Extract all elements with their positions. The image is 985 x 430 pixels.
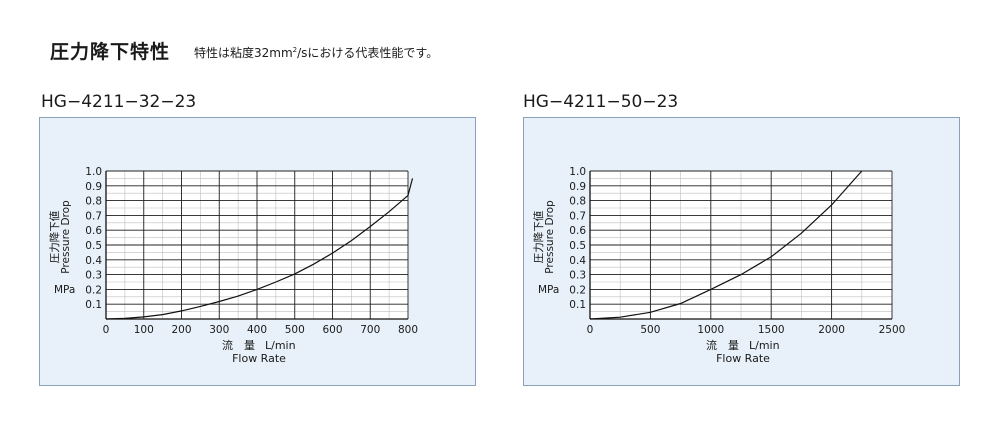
y-tick-label: 1.0 — [569, 166, 586, 178]
x-tick-label: 300 — [209, 324, 229, 336]
pressure-drop-chart-50: 0 500 1000 1500 2000 2500 0.1 0.2 0.3 0.4 0.5 0.6 0.… — [532, 166, 906, 365]
y-tick-label: 0.9 — [85, 181, 102, 193]
x-tick-label: 700 — [360, 324, 380, 336]
y-tick-label: 0.1 — [85, 299, 102, 311]
x-tick-label: 200 — [171, 324, 191, 336]
x-tick-label: 500 — [285, 324, 305, 336]
y-tick-label: 0.5 — [85, 240, 102, 252]
x-tick-label: 1500 — [758, 324, 785, 336]
y-tick-label: 0.5 — [569, 240, 586, 252]
y-tick-label: 0.7 — [569, 210, 586, 222]
y-axis-label-en: Pressure Drop — [544, 200, 556, 274]
x-tick-label: 0 — [103, 324, 110, 336]
page-header: 圧力降下特性 特性は粘度32mm2/sにおける代表性能です。 — [50, 34, 438, 64]
x-tick-label: 100 — [134, 324, 154, 336]
x-tick-label: 1000 — [697, 324, 724, 336]
y-axis-label-jp: 圧力降下値 — [48, 210, 61, 263]
x-axis-label-unit: L/min — [749, 339, 780, 352]
page-title: 圧力降下特性 — [50, 41, 171, 63]
y-tick-label: 0.8 — [569, 196, 586, 208]
y-axis-label-unit: MPa — [54, 284, 75, 296]
x-tick-label: 500 — [640, 324, 660, 336]
y-tick-label: 0.4 — [85, 255, 102, 267]
y-tick-label: 0.6 — [85, 225, 102, 237]
x-axis-label-unit: L/min — [265, 339, 296, 352]
y-tick-label: 0.3 — [569, 270, 586, 282]
x-tick-label: 2500 — [879, 324, 906, 336]
pressure-drop-chart-32: 0 100 200 300 400 500 600 700 800 0.1 0.2 0.3 0.4 0.5… — [48, 166, 418, 365]
viscosity-note-before: 特性は粘度32mm — [194, 46, 293, 60]
y-tick-label: 0.9 — [569, 181, 586, 193]
x-tick-label: 0 — [587, 324, 594, 336]
chart-title-32: HG−4211−32−23 — [41, 92, 197, 112]
x-tick-label: 800 — [398, 324, 418, 336]
viscosity-note: 特性は粘度32mm2/sにおける代表性能です。 — [194, 44, 438, 61]
chart-title-50: HG−4211−50−23 — [523, 92, 679, 112]
x-axis-label-jp: 流 量 — [706, 338, 739, 352]
x-tick-label: 400 — [247, 324, 267, 336]
y-axis-label-unit: MPa — [538, 284, 559, 296]
pressure-drop-curve — [589, 170, 863, 320]
y-tick-label: 0.3 — [85, 270, 102, 282]
y-axis-label-jp: 圧力降下値 — [532, 210, 545, 263]
y-tick-label: 0.8 — [85, 196, 102, 208]
chart-panel-50: 0 500 1000 1500 2000 2500 0.1 0.2 0.3 0.4 0.5 0.6 0.… — [523, 117, 960, 386]
y-tick-label: 0.7 — [85, 210, 102, 222]
x-axis-label-jp: 流 量 — [222, 338, 255, 352]
y-axis-label-en: Pressure Drop — [60, 200, 72, 274]
y-tick-label: 0.4 — [569, 255, 586, 267]
x-axis-label-en: Flow Rate — [232, 352, 286, 365]
viscosity-note-sup: 2 — [292, 46, 298, 54]
chart-panel-32: 0 100 200 300 400 500 600 700 800 0.1 0.2 0.3 0.4 0.5… — [39, 117, 476, 386]
y-tick-label: 0.6 — [569, 225, 586, 237]
x-axis-label-en: Flow Rate — [716, 352, 770, 365]
y-tick-label: 0.1 — [569, 299, 586, 311]
y-tick-label: 0.2 — [569, 284, 586, 296]
x-tick-label: 600 — [322, 324, 342, 336]
y-tick-label: 0.2 — [85, 284, 102, 296]
pressure-drop-curve — [105, 178, 414, 320]
y-tick-label: 1.0 — [85, 166, 102, 178]
viscosity-note-after: /sにおける代表性能です。 — [297, 46, 439, 60]
x-tick-label: 2000 — [818, 324, 845, 336]
